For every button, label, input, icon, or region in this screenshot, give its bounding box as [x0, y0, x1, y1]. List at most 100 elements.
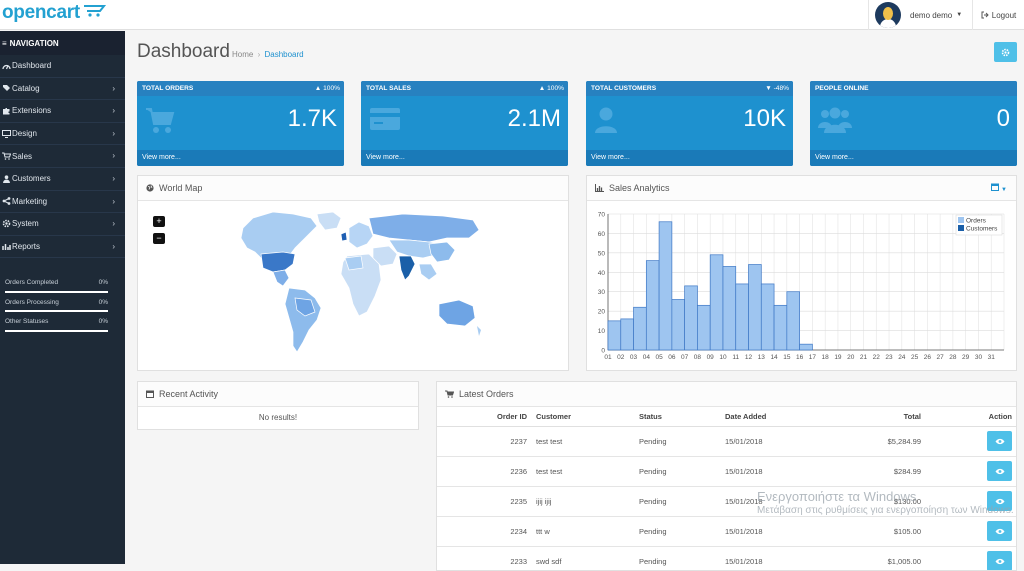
- gear-icon: [1001, 48, 1010, 56]
- order-date: 15/01/2018: [721, 486, 821, 517]
- chart-bar-orders: [786, 291, 800, 351]
- sidebar-item-system[interactable]: System ›: [0, 213, 125, 236]
- sidebar: ≡ NAVIGATION Dashboard Catalog › Extensi…: [0, 31, 125, 564]
- tile-value: 10K: [743, 105, 786, 132]
- sidebar-item-marketing[interactable]: Marketing ›: [0, 191, 125, 214]
- tile-title: PEOPLE ONLINE: [810, 81, 1017, 96]
- logout-label: Logout: [991, 10, 1017, 20]
- bar-chart-icon: [1, 243, 11, 251]
- progress-bar: [5, 290, 108, 293]
- view-order-button[interactable]: [987, 521, 1012, 541]
- order-action: [937, 516, 1016, 547]
- logo-cart-icon: [84, 5, 107, 17]
- logout-link[interactable]: Logout: [972, 0, 1024, 30]
- menu-icon: ≡: [2, 38, 7, 48]
- world-map-panel: World Map + −: [137, 175, 569, 371]
- y-tick-label: 20: [598, 309, 606, 316]
- view-more-link[interactable]: View more...: [810, 150, 1017, 166]
- sidebar-item-dashboard[interactable]: Dashboard: [0, 55, 125, 78]
- puzzle-icon: [1, 107, 11, 115]
- zoom-out-button[interactable]: −: [153, 233, 165, 244]
- x-tick-label: 19: [834, 354, 842, 361]
- order-id: 2237: [437, 426, 531, 457]
- eye-icon: [995, 438, 1004, 444]
- navigation-heading-label: NAVIGATION: [9, 38, 59, 48]
- sidebar-item-catalog[interactable]: Catalog ›: [0, 78, 125, 101]
- share-icon: [1, 197, 11, 206]
- sidebar-item-sales[interactable]: Sales ›: [0, 145, 125, 168]
- tile-value: 2.1M: [507, 105, 561, 132]
- panel-title: World Map: [159, 183, 203, 193]
- sidebar-item-label: Sales: [12, 151, 33, 161]
- tile-total-orders: TOTAL ORDERS ▲ 100% 1.7K View more...: [137, 81, 344, 166]
- stat-percent: 0%: [98, 298, 108, 306]
- orders-table: Order ID Customer Status Date Added Tota…: [437, 407, 1016, 570]
- view-order-button[interactable]: [987, 491, 1012, 511]
- table-row: 2233 swd sdf Pending 15/01/2018 $1,005.0…: [437, 546, 1016, 570]
- user-icon: [595, 107, 617, 133]
- col-order-id[interactable]: Order ID: [437, 407, 531, 427]
- order-action: [937, 426, 1016, 457]
- col-total[interactable]: Total: [821, 407, 937, 427]
- view-order-button[interactable]: [987, 551, 1012, 570]
- y-tick-label: 60: [598, 231, 606, 238]
- sidebar-item-design[interactable]: Design ›: [0, 123, 125, 146]
- tile-people-online: PEOPLE ONLINE 0 View more...: [810, 81, 1017, 166]
- world-map[interactable]: [233, 208, 488, 358]
- chart-bar-orders: [607, 320, 622, 351]
- breadcrumb-current[interactable]: Dashboard: [264, 50, 304, 59]
- credit-card-icon: [370, 108, 400, 130]
- panel-title: Latest Orders: [459, 389, 514, 399]
- chevron-right-icon: ›: [112, 173, 115, 183]
- opencart-logo[interactable]: opencart: [2, 2, 80, 23]
- calendar-dropdown[interactable]: ▼: [990, 183, 1007, 193]
- x-tick-label: 06: [668, 354, 676, 361]
- tile-delta: ▲ 100%: [314, 85, 340, 92]
- settings-button[interactable]: [994, 42, 1017, 62]
- chevron-right-icon: ›: [112, 83, 115, 93]
- x-tick-label: 31: [988, 354, 996, 361]
- order-action: [937, 456, 1016, 487]
- col-customer[interactable]: Customer: [531, 407, 635, 427]
- x-tick-label: 26: [924, 354, 932, 361]
- sidebar-item-extensions[interactable]: Extensions ›: [0, 100, 125, 123]
- view-more-link[interactable]: View more...: [361, 150, 568, 166]
- view-more-link[interactable]: View more...: [586, 150, 793, 166]
- order-total: $130.00: [821, 486, 937, 517]
- chevron-right-icon: ›: [112, 241, 115, 251]
- latest-orders-panel: Latest Orders Order ID Customer Status D…: [436, 381, 1017, 571]
- page-title: Dashboard: [137, 41, 230, 62]
- tile-total-customers: TOTAL CUSTOMERS ▼ -48% 10K View more...: [586, 81, 793, 166]
- x-tick-label: 07: [681, 354, 689, 361]
- y-tick-label: 30: [598, 289, 606, 296]
- x-tick-label: 10: [719, 354, 727, 361]
- order-status: Pending: [635, 546, 721, 570]
- view-more-link[interactable]: View more...: [137, 150, 344, 166]
- breadcrumb-home[interactable]: Home: [232, 50, 254, 59]
- table-row: 2236 test test Pending 15/01/2018 $284.9…: [437, 456, 1016, 487]
- col-action: Action: [937, 407, 1016, 427]
- bar-chart-icon: [595, 184, 604, 192]
- view-order-button[interactable]: [987, 431, 1012, 451]
- caret-down-icon: ▼: [1001, 187, 1007, 193]
- view-order-button[interactable]: [987, 461, 1012, 481]
- tile-value: 1.7K: [287, 105, 337, 132]
- zoom-in-button[interactable]: +: [153, 216, 165, 227]
- chart-bar-orders: [658, 221, 673, 351]
- panel-heading: Latest Orders: [437, 382, 1016, 407]
- sidebar-item-customers[interactable]: Customers ›: [0, 168, 125, 191]
- col-date-added[interactable]: Date Added: [721, 407, 821, 427]
- x-tick-label: 03: [630, 354, 638, 361]
- table-row: 2234 ttt w Pending 15/01/2018 $105.00: [437, 516, 1016, 547]
- navigation-heading: ≡ NAVIGATION: [0, 31, 125, 55]
- legend-box: [955, 214, 1003, 236]
- sidebar-item-reports[interactable]: Reports ›: [0, 236, 125, 259]
- x-tick-label: 29: [962, 354, 970, 361]
- tile-title: TOTAL SALES ▲ 100%: [361, 81, 568, 96]
- table-header-row: Order ID Customer Status Date Added Tota…: [437, 407, 1016, 427]
- user-menu[interactable]: demo demo ▼: [868, 0, 972, 30]
- cart-icon: [146, 108, 175, 133]
- col-status[interactable]: Status: [635, 407, 721, 427]
- eye-icon: [995, 528, 1004, 534]
- stat-label: Orders Completed: [5, 279, 59, 286]
